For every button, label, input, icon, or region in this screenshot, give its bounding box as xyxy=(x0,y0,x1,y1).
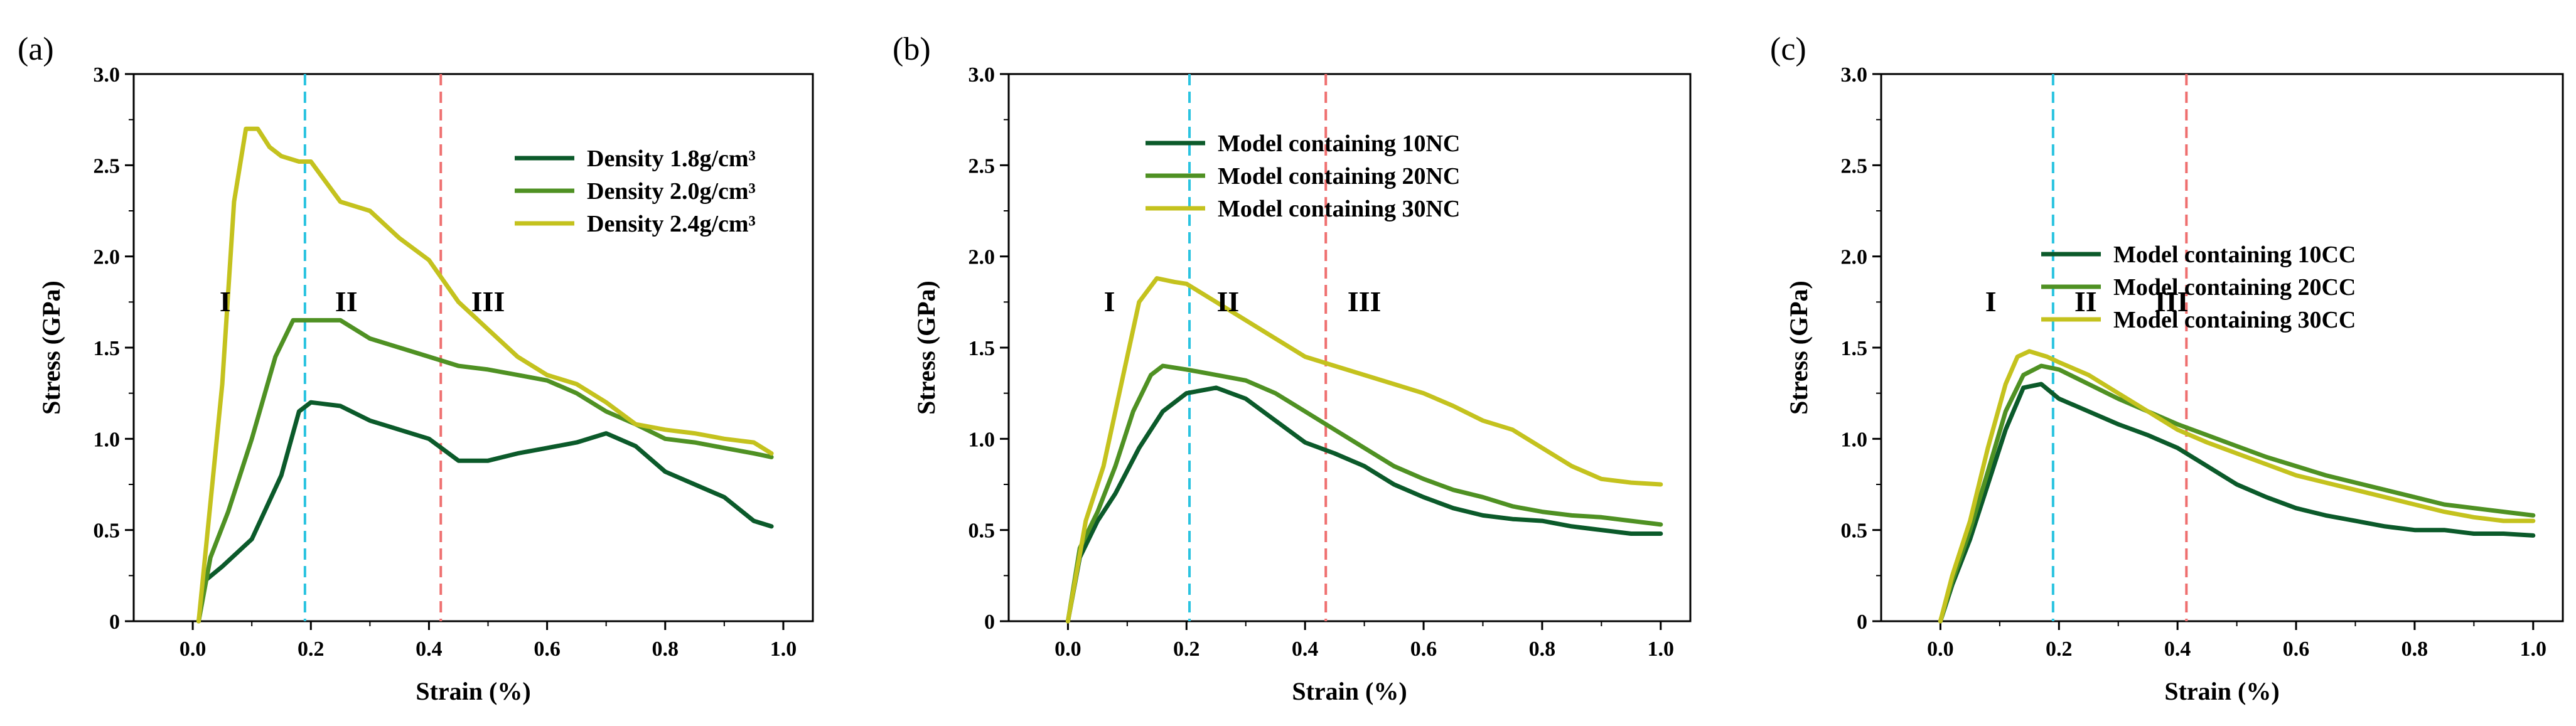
x-tick-label: 1.0 xyxy=(770,638,797,661)
y-tick-label: 1.0 xyxy=(1841,428,1868,451)
x-axis-title: Strain (%) xyxy=(2164,677,2279,705)
stage-label: III xyxy=(471,286,505,318)
series-line-2 xyxy=(1938,363,2536,624)
y-tick-label: 0 xyxy=(984,611,995,634)
y-axis-title: Stress (GPa) xyxy=(37,280,65,415)
series-line-1 xyxy=(196,400,774,624)
stage-label: I xyxy=(1104,286,1115,318)
y-tick-label: 3.0 xyxy=(94,63,121,87)
y-tick-label: 3.0 xyxy=(1841,63,1868,87)
legend-label: Model containing 20NC xyxy=(1218,163,1460,190)
x-tick-label: 1.0 xyxy=(1648,638,1675,661)
stage-label: I xyxy=(1985,286,1997,318)
x-tick-label: 0.6 xyxy=(1410,638,1437,661)
y-tick-label: 1.0 xyxy=(969,428,996,451)
plot-frame xyxy=(1880,73,2564,622)
chart-panel-1: (a) 0.0 0.2 0.4 0.6 0.8 1.0 0 0.5 1.0 1.5 2.0 2.5 3.0… xyxy=(18,31,814,705)
series-line-3 xyxy=(196,126,774,624)
x-tick-label: 0.0 xyxy=(180,638,207,661)
panel-label: (b) xyxy=(893,31,931,67)
x-tick-label: 1.0 xyxy=(2520,638,2547,661)
y-tick-label: 2.0 xyxy=(969,246,996,269)
x-axis-title: Strain (%) xyxy=(416,677,530,705)
y-tick-label: 2.5 xyxy=(1841,154,1868,178)
legend: Model containing 10NC Model containing 20… xyxy=(1146,131,1460,222)
y-tick-label: 0 xyxy=(1857,611,1867,634)
y-tick-label: 0.5 xyxy=(1841,520,1868,543)
series-line-1 xyxy=(1065,385,1663,624)
x-tick-label: 0.4 xyxy=(2164,638,2191,661)
x-tick-label: 0.2 xyxy=(1173,638,1200,661)
legend-label: Model containing 30CC xyxy=(2113,307,2356,333)
stage-label: II xyxy=(335,286,358,318)
x-tick-label: 0.8 xyxy=(1529,638,1556,661)
y-tick-label: 1.5 xyxy=(969,337,996,360)
series-line-2 xyxy=(196,318,774,624)
y-tick-label: 2.0 xyxy=(94,246,121,269)
y-tick-label: 3.0 xyxy=(969,63,996,87)
legend-label: Density 2.0g/cm³ xyxy=(587,178,756,205)
series-line-1 xyxy=(1938,382,2536,624)
legend-label: Model containing 10CC xyxy=(2113,242,2356,268)
y-tick-label: 1.0 xyxy=(94,428,121,451)
x-tick-label: 0.0 xyxy=(1927,638,1954,661)
x-axis-title: Strain (%) xyxy=(1292,677,1407,705)
stage-label: III xyxy=(2155,286,2189,318)
x-tick-label: 0.2 xyxy=(298,638,325,661)
legend-label: Model containing 20CC xyxy=(2113,274,2356,301)
x-tick-label: 0.2 xyxy=(2046,638,2073,661)
y-tick-label: 0.5 xyxy=(94,520,121,543)
y-tick-label: 2.5 xyxy=(969,154,996,178)
legend-label: Density 1.8g/cm³ xyxy=(587,146,756,172)
y-axis-title: Stress (GPa) xyxy=(912,280,940,415)
stage-label: III xyxy=(1348,286,1382,318)
x-tick-label: 0.6 xyxy=(534,638,561,661)
stage-label: I xyxy=(220,286,231,318)
legend-label: Model containing 10NC xyxy=(1218,131,1460,157)
legend-label: Density 2.4g/cm³ xyxy=(587,211,756,237)
x-tick-label: 0.4 xyxy=(1292,638,1319,661)
y-tick-label: 1.5 xyxy=(1841,337,1868,360)
y-tick-label: 2.0 xyxy=(1841,246,1868,269)
x-tick-label: 0.0 xyxy=(1055,638,1081,661)
y-axis-title: Stress (GPa) xyxy=(1784,280,1813,415)
x-tick-label: 0.8 xyxy=(652,638,679,661)
series-line-3 xyxy=(1938,349,2536,624)
legend: Density 1.8g/cm³ Density 2.0g/cm³ Density … xyxy=(515,146,756,237)
stage-label: II xyxy=(1217,286,1240,318)
x-tick-label: 0.6 xyxy=(2283,638,2310,661)
panel-label: (c) xyxy=(1770,31,1806,67)
legend-label: Model containing 30NC xyxy=(1218,196,1460,222)
y-tick-label: 0.5 xyxy=(969,520,996,543)
stage-label: II xyxy=(2074,286,2097,318)
series-line-3 xyxy=(1065,276,1663,624)
chart-panel-2: (b) 0.0 0.2 0.4 0.6 0.8 1.0 0 0.5 1.0 1.5 2.0 2.5 3.0… xyxy=(893,31,1692,705)
y-tick-label: 1.5 xyxy=(94,337,121,360)
y-tick-label: 2.5 xyxy=(94,154,121,178)
x-tick-label: 0.8 xyxy=(2402,638,2428,661)
legend: Model containing 10CC Model containing 20… xyxy=(2041,242,2356,333)
panel-label: (a) xyxy=(18,31,54,67)
y-tick-label: 0 xyxy=(109,611,120,634)
series-line-2 xyxy=(1065,363,1663,624)
x-tick-label: 0.4 xyxy=(416,638,443,661)
chart-panel-3: (c) 0.0 0.2 0.4 0.6 0.8 1.0 0 0.5 1.0 1.5 2.0 2.5 3.0… xyxy=(1770,31,2564,705)
